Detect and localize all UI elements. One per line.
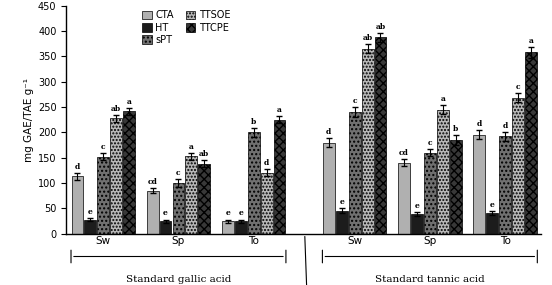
- Text: c: c: [428, 139, 432, 147]
- Text: e: e: [88, 208, 93, 216]
- Bar: [173, 183, 184, 234]
- Bar: [160, 221, 172, 234]
- Text: d: d: [264, 159, 269, 167]
- Bar: [362, 49, 374, 234]
- Text: c: c: [101, 143, 105, 151]
- Bar: [486, 213, 498, 234]
- Text: cd: cd: [148, 178, 157, 186]
- Bar: [336, 211, 348, 234]
- Bar: [222, 221, 234, 234]
- Text: a: a: [189, 142, 194, 150]
- Text: e: e: [163, 209, 168, 217]
- Text: e: e: [490, 201, 495, 209]
- Bar: [437, 109, 449, 234]
- Text: c: c: [516, 83, 521, 91]
- Text: c: c: [352, 97, 357, 105]
- Text: e: e: [415, 202, 420, 210]
- Y-axis label: mg GAE/TAE g⁻¹: mg GAE/TAE g⁻¹: [24, 78, 34, 162]
- Bar: [110, 118, 122, 234]
- Bar: [473, 135, 485, 234]
- Text: d: d: [326, 128, 332, 136]
- Bar: [185, 156, 197, 234]
- Bar: [398, 163, 410, 234]
- Text: ab: ab: [363, 34, 373, 42]
- Bar: [261, 173, 273, 234]
- Bar: [411, 214, 423, 234]
- Legend: CTA, HT, sPT, TTSOE, TTCPE: CTA, HT, sPT, TTSOE, TTCPE: [140, 8, 233, 47]
- Text: e: e: [225, 209, 230, 217]
- Text: Standard tannic acid: Standard tannic acid: [375, 275, 485, 284]
- Bar: [147, 191, 158, 234]
- Text: ab: ab: [111, 105, 121, 113]
- Text: b: b: [251, 118, 256, 126]
- Text: e: e: [339, 198, 344, 206]
- Bar: [525, 52, 537, 234]
- Bar: [450, 140, 461, 234]
- Bar: [123, 111, 135, 234]
- Text: ab: ab: [375, 23, 385, 30]
- Text: cd: cd: [399, 149, 409, 157]
- Bar: [424, 153, 436, 234]
- Text: Standard gallic acid: Standard gallic acid: [126, 275, 231, 284]
- Bar: [375, 37, 386, 234]
- Text: b: b: [453, 125, 458, 133]
- Bar: [499, 137, 511, 234]
- Bar: [248, 132, 259, 234]
- Text: d: d: [476, 120, 482, 128]
- Bar: [323, 142, 335, 234]
- Text: c: c: [176, 170, 181, 178]
- Bar: [72, 176, 83, 234]
- Bar: [512, 98, 524, 234]
- Text: a: a: [126, 97, 131, 105]
- Bar: [274, 120, 285, 234]
- Text: d: d: [75, 163, 80, 171]
- Bar: [349, 112, 360, 234]
- Text: a: a: [528, 37, 533, 45]
- Text: d: d: [502, 122, 508, 130]
- Text: e: e: [238, 209, 243, 217]
- Text: ab: ab: [199, 150, 209, 158]
- Text: a: a: [440, 95, 445, 103]
- Bar: [198, 164, 210, 234]
- Bar: [84, 219, 96, 234]
- Bar: [97, 157, 109, 234]
- Bar: [235, 221, 247, 234]
- Text: a: a: [277, 106, 282, 114]
